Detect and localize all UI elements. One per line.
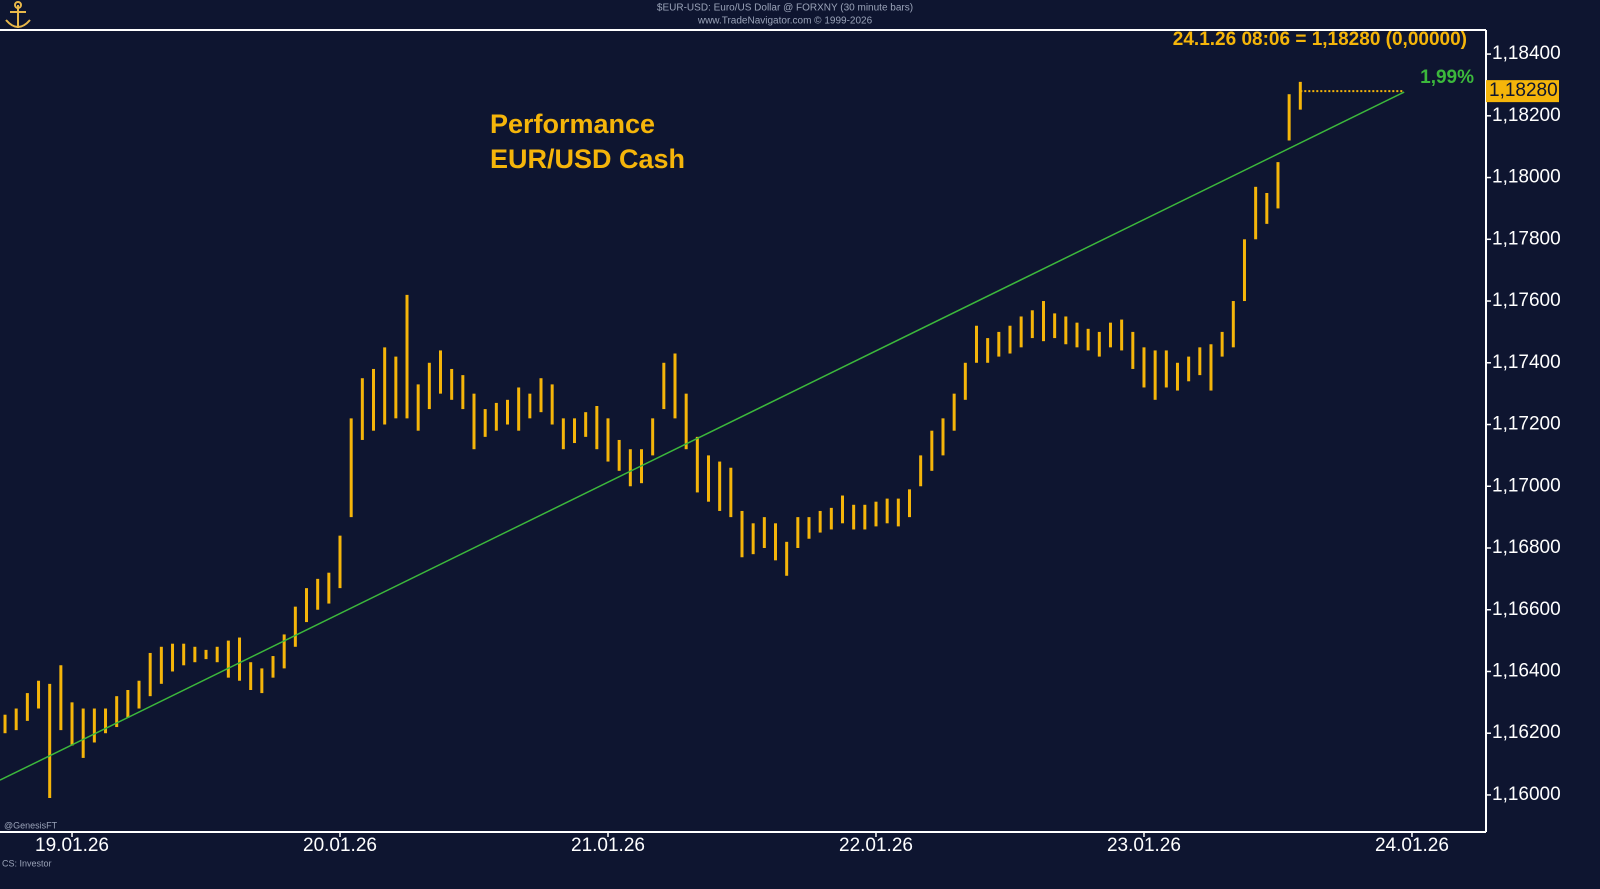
chart-title: EUR/USD Cash — [490, 144, 685, 174]
y-tick-label: 1,18200 — [1492, 105, 1561, 126]
y-tick-label: 1,16400 — [1492, 660, 1561, 681]
quote: 24.1.26 08:06 = 1,18280 (0,00000) — [1173, 29, 1467, 50]
y-tick-label: 1,16000 — [1492, 784, 1561, 805]
last-price-label: 1,18280 — [1489, 80, 1558, 101]
y-tick-label: 1,16600 — [1492, 599, 1561, 620]
y-tick-label: 1,18400 — [1492, 43, 1561, 64]
x-tick-label: 19.01.26 — [35, 835, 109, 856]
watermark: @GenesisFT — [4, 820, 58, 830]
x-tick-label: 24.01.26 — [1375, 835, 1449, 856]
y-tick-label: 1,18000 — [1492, 167, 1561, 188]
y-tick-label: 1,17800 — [1492, 228, 1561, 249]
chart-title: Performance — [490, 109, 655, 139]
subheader: www.TradeNavigator.com © 1999-2026 — [697, 16, 873, 27]
trend-line — [0, 91, 1405, 781]
x-tick-label: 23.01.26 — [1107, 835, 1181, 856]
y-tick-label: 1,17600 — [1492, 290, 1561, 311]
x-tick-label: 22.01.26 — [839, 835, 913, 856]
logo — [5, 1, 31, 28]
y-tick-label: 1,17400 — [1492, 352, 1561, 373]
header: $EUR-USD: Euro/US Dollar @ FORXNY (30 mi… — [657, 3, 913, 14]
y-tick-label: 1,17200 — [1492, 414, 1561, 435]
x-tick-label: 20.01.26 — [303, 835, 377, 856]
x-tick-label: 21.01.26 — [571, 835, 645, 856]
performance-label: 1,99% — [1420, 67, 1474, 88]
last-price-box — [1486, 80, 1559, 103]
footer: CS: Investor — [2, 858, 52, 868]
y-tick-label: 1,17000 — [1492, 475, 1561, 496]
y-tick-label: 1,16800 — [1492, 537, 1561, 558]
y-tick-label: 1,16200 — [1492, 722, 1561, 743]
